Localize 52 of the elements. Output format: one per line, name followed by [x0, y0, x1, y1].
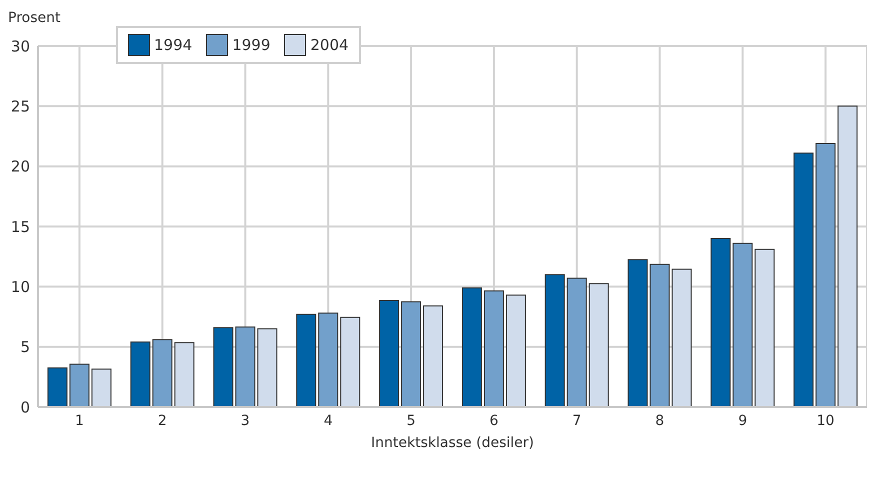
bar: [588, 283, 609, 407]
bar: [672, 268, 692, 407]
y-tick-label: 30: [10, 37, 30, 56]
x-tick-label: 3: [240, 412, 250, 429]
y-tick-label: 5: [20, 338, 30, 356]
bar: [710, 238, 731, 407]
bar: [69, 364, 90, 407]
x-tick-label: 9: [738, 412, 748, 429]
x-tick-label: 10: [816, 412, 834, 429]
bar: [650, 264, 670, 407]
y-tick-label: 10: [10, 278, 30, 296]
bar: [506, 294, 526, 407]
bar: [379, 300, 400, 407]
x-tick-label: 6: [489, 412, 498, 429]
bar: [130, 342, 150, 407]
y-tick-label: 20: [10, 158, 30, 176]
bar: [296, 314, 316, 407]
bar: [47, 367, 68, 407]
bar: [152, 339, 172, 407]
bar: [340, 316, 360, 407]
bar: [544, 274, 565, 407]
x-tick-label: 1: [74, 412, 84, 429]
bar: [91, 368, 112, 407]
bar: [628, 259, 648, 407]
y-tick-label: 15: [10, 218, 30, 236]
bar: [794, 152, 814, 407]
x-tick-label: 5: [406, 412, 416, 429]
x-tick-label: 2: [158, 412, 167, 429]
legend-label: 2004: [309, 35, 349, 56]
bar: [754, 248, 775, 407]
bar: [174, 342, 194, 407]
legend-label: 1999: [231, 35, 270, 56]
y-axis-title: Prosent: [8, 10, 60, 26]
bar: [462, 287, 482, 407]
bar: [257, 328, 278, 407]
y-tick-label: 25: [10, 97, 30, 116]
bar: [816, 142, 836, 407]
x-tick-label: 4: [324, 412, 333, 429]
y-tick-label: 0: [20, 398, 30, 416]
x-axis-title: Inntektsklasse (desiler): [371, 435, 534, 451]
bar: [484, 290, 504, 407]
bar: [401, 301, 422, 407]
bar: [235, 326, 256, 407]
bar: [423, 305, 444, 407]
x-tick-label: 7: [572, 412, 582, 429]
bar: [838, 106, 858, 407]
legend-label: 1994: [153, 35, 192, 56]
bar: [318, 312, 338, 407]
bar: [213, 327, 234, 407]
bar: [732, 242, 753, 407]
x-tick-label: 8: [655, 412, 664, 429]
bar: [566, 278, 587, 407]
